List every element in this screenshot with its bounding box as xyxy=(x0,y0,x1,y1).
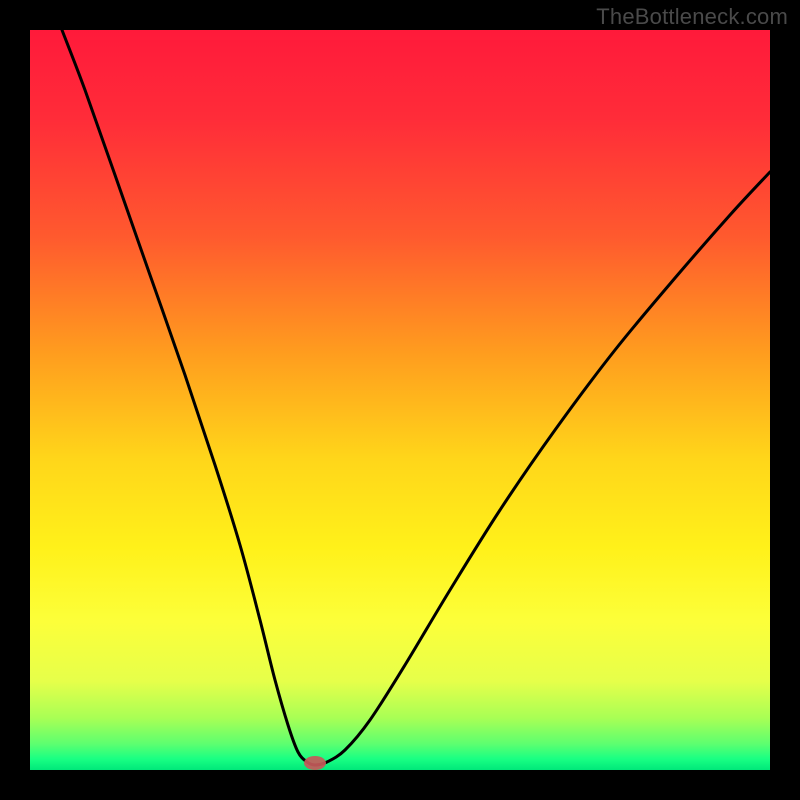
chart-container: TheBottleneck.com xyxy=(0,0,800,800)
bottleneck-chart xyxy=(0,0,800,800)
plot-background xyxy=(30,30,770,770)
minimum-marker xyxy=(304,756,326,770)
watermark-text: TheBottleneck.com xyxy=(596,4,788,30)
